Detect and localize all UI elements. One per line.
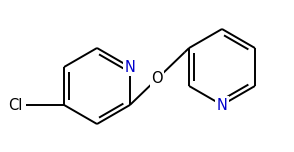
Text: N: N	[217, 97, 228, 112]
Text: N: N	[124, 59, 135, 74]
Text: O: O	[151, 71, 163, 86]
Text: Cl: Cl	[8, 97, 22, 112]
